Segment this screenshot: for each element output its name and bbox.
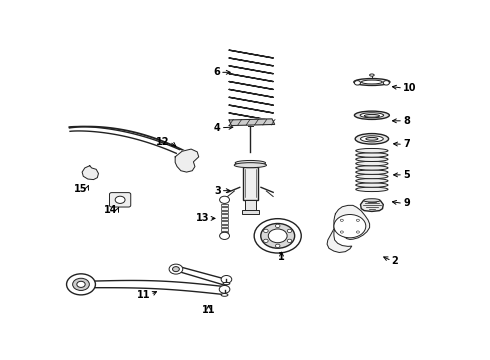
- Circle shape: [172, 267, 179, 271]
- Ellipse shape: [364, 114, 379, 117]
- Circle shape: [354, 81, 361, 85]
- Text: 11: 11: [202, 305, 215, 315]
- Ellipse shape: [356, 179, 388, 183]
- Ellipse shape: [356, 174, 388, 179]
- Ellipse shape: [354, 111, 390, 120]
- Text: 2: 2: [392, 256, 398, 266]
- Ellipse shape: [221, 293, 228, 296]
- Text: 14: 14: [104, 205, 118, 215]
- Bar: [243, 167, 258, 200]
- Polygon shape: [361, 201, 383, 211]
- Circle shape: [77, 281, 85, 287]
- Text: 5: 5: [403, 170, 410, 180]
- Ellipse shape: [360, 113, 384, 118]
- Bar: [221, 218, 228, 220]
- Bar: [221, 204, 228, 206]
- Text: 8: 8: [403, 116, 410, 126]
- Polygon shape: [82, 166, 98, 180]
- Bar: [221, 211, 228, 213]
- Ellipse shape: [356, 183, 388, 187]
- Circle shape: [287, 239, 292, 243]
- Ellipse shape: [361, 136, 383, 142]
- Circle shape: [67, 274, 96, 295]
- Ellipse shape: [356, 148, 388, 153]
- Circle shape: [221, 275, 232, 283]
- Ellipse shape: [356, 170, 388, 174]
- Circle shape: [356, 219, 360, 221]
- Circle shape: [287, 229, 292, 233]
- Circle shape: [275, 244, 280, 247]
- Ellipse shape: [356, 157, 388, 162]
- Ellipse shape: [356, 187, 388, 192]
- Circle shape: [73, 278, 89, 291]
- Text: 3: 3: [214, 186, 220, 196]
- Circle shape: [254, 219, 301, 253]
- Ellipse shape: [356, 161, 388, 166]
- Bar: [221, 232, 228, 234]
- Circle shape: [340, 219, 343, 221]
- Circle shape: [269, 229, 287, 243]
- Ellipse shape: [362, 80, 382, 84]
- Circle shape: [275, 224, 280, 228]
- Ellipse shape: [234, 163, 267, 168]
- Text: 10: 10: [403, 83, 416, 93]
- Bar: [242, 210, 259, 214]
- Circle shape: [219, 285, 230, 293]
- Bar: [221, 229, 228, 231]
- Circle shape: [334, 215, 366, 238]
- Ellipse shape: [356, 166, 388, 170]
- Text: 6: 6: [213, 67, 220, 77]
- Text: 7: 7: [403, 139, 410, 149]
- Text: 4: 4: [214, 123, 220, 133]
- Text: 13: 13: [196, 213, 209, 224]
- Text: 12: 12: [156, 136, 170, 147]
- Ellipse shape: [364, 199, 380, 202]
- Bar: [221, 225, 228, 228]
- FancyBboxPatch shape: [109, 193, 131, 207]
- Ellipse shape: [356, 153, 388, 157]
- Ellipse shape: [354, 78, 390, 85]
- Bar: [245, 200, 256, 211]
- Circle shape: [220, 196, 229, 203]
- Ellipse shape: [235, 161, 266, 166]
- Circle shape: [264, 239, 268, 243]
- Bar: [221, 207, 228, 210]
- Circle shape: [264, 229, 268, 233]
- Ellipse shape: [366, 138, 378, 140]
- Polygon shape: [175, 149, 199, 172]
- Circle shape: [115, 196, 125, 203]
- Circle shape: [340, 231, 343, 233]
- Circle shape: [169, 264, 183, 274]
- Circle shape: [383, 81, 390, 85]
- Text: 15: 15: [74, 184, 87, 194]
- Polygon shape: [229, 119, 275, 126]
- Ellipse shape: [355, 134, 389, 144]
- Ellipse shape: [223, 283, 230, 285]
- Bar: [221, 214, 228, 217]
- Ellipse shape: [369, 74, 374, 76]
- Text: 1: 1: [278, 252, 285, 262]
- Bar: [221, 221, 228, 224]
- Circle shape: [261, 224, 294, 248]
- Circle shape: [356, 231, 360, 233]
- Circle shape: [220, 232, 229, 239]
- Polygon shape: [327, 205, 369, 252]
- Text: 11: 11: [137, 290, 150, 300]
- Text: 9: 9: [403, 198, 410, 208]
